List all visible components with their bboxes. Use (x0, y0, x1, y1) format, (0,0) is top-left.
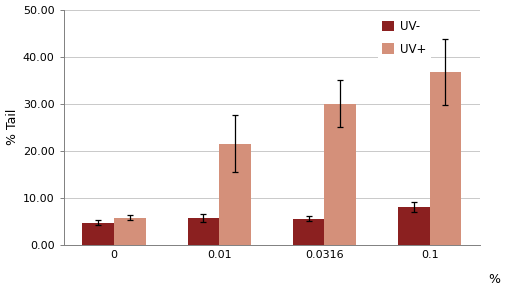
Bar (188, 218, 219, 245)
Bar (398, 207, 430, 245)
Bar (114, 218, 146, 245)
Text: %: % (489, 273, 501, 286)
Bar (430, 72, 461, 245)
Y-axis label: % Tail: % Tail (6, 109, 19, 145)
Bar (325, 104, 356, 245)
Bar (219, 144, 251, 245)
Bar (83, 222, 114, 245)
Bar (293, 219, 325, 245)
Legend: UV-, UV+: UV-, UV+ (378, 15, 431, 60)
